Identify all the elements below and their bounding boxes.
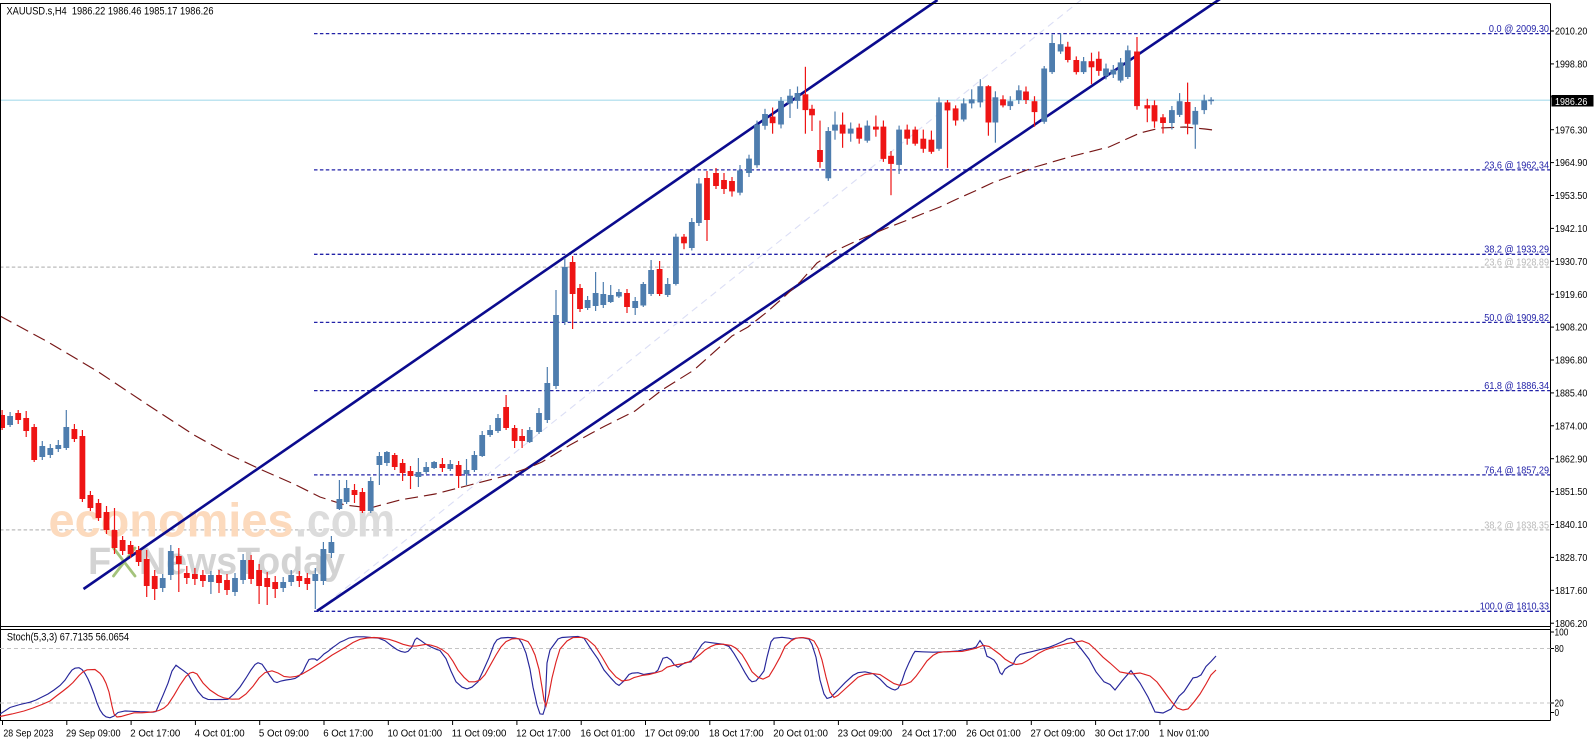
svg-text:11 Oct 09:00: 11 Oct 09:00 [452, 728, 507, 740]
svg-text:economies: economies [49, 494, 294, 547]
svg-text:24 Oct 17:00: 24 Oct 17:00 [902, 728, 957, 740]
svg-text:1896.80: 1896.80 [1555, 355, 1587, 367]
svg-text:0.0 @ 2009.30: 0.0 @ 2009.30 [1489, 23, 1549, 35]
svg-text:1806.20: 1806.20 [1555, 618, 1587, 630]
svg-text:38.2 @ 1838.35: 38.2 @ 1838.35 [1484, 519, 1549, 531]
svg-text:1862.90: 1862.90 [1555, 453, 1587, 465]
svg-text:1998.80: 1998.80 [1555, 59, 1587, 71]
svg-text:Stoch(5,3,3) 67.7135 56.0654: Stoch(5,3,3) 67.7135 56.0654 [7, 632, 129, 644]
svg-text:1885.40: 1885.40 [1555, 388, 1587, 400]
svg-text:26 Oct 01:00: 26 Oct 01:00 [966, 728, 1021, 740]
svg-text:2010.20: 2010.20 [1555, 26, 1587, 38]
svg-text:1840.10: 1840.10 [1555, 519, 1587, 531]
svg-text:100: 100 [1555, 627, 1569, 639]
svg-text:20 Oct 01:00: 20 Oct 01:00 [773, 728, 828, 740]
svg-text:23.6 @ 1928.89: 23.6 @ 1928.89 [1484, 257, 1549, 269]
svg-text:.com: .com [295, 494, 395, 547]
svg-text:38.2 @ 1933.29: 38.2 @ 1933.29 [1484, 244, 1549, 256]
svg-text:100.0 @ 1810.33: 100.0 @ 1810.33 [1480, 601, 1549, 613]
svg-text:1851.50: 1851.50 [1555, 486, 1587, 498]
svg-text:1828.70: 1828.70 [1555, 552, 1587, 564]
svg-text:30 Oct 17:00: 30 Oct 17:00 [1095, 728, 1150, 740]
svg-text:1964.90: 1964.90 [1555, 157, 1587, 169]
svg-text:18 Oct 17:00: 18 Oct 17:00 [709, 728, 764, 740]
svg-text:20: 20 [1555, 698, 1564, 710]
svg-text:4 Oct 01:00: 4 Oct 01:00 [195, 728, 245, 740]
svg-text:28 Sep 2023: 28 Sep 2023 [3, 728, 53, 740]
svg-text:1908.20: 1908.20 [1555, 322, 1587, 334]
svg-text:50.0 @ 1909.82: 50.0 @ 1909.82 [1484, 312, 1549, 324]
svg-text:1874.00: 1874.00 [1555, 420, 1587, 432]
svg-text:23 Oct 09:00: 23 Oct 09:00 [838, 728, 893, 740]
svg-text:29 Sep 09:00: 29 Sep 09:00 [66, 728, 121, 740]
svg-text:17 Oct 09:00: 17 Oct 09:00 [645, 728, 700, 740]
svg-text:2 Oct 17:00: 2 Oct 17:00 [130, 728, 180, 740]
svg-text:12 Oct 17:00: 12 Oct 17:00 [516, 728, 571, 740]
svg-text:1976.30: 1976.30 [1555, 124, 1587, 136]
svg-text:76.4 @ 1857.29: 76.4 @ 1857.29 [1484, 464, 1549, 476]
svg-text:1 Nov 01:00: 1 Nov 01:00 [1159, 728, 1209, 740]
svg-text:1986.26: 1986.26 [1555, 96, 1587, 108]
svg-text:0: 0 [1555, 707, 1560, 719]
svg-text:1953.50: 1953.50 [1555, 190, 1587, 202]
svg-text:5 Oct 09:00: 5 Oct 09:00 [259, 728, 309, 740]
svg-text:27 Oct 09:00: 27 Oct 09:00 [1031, 728, 1086, 740]
svg-text:23.6 @ 1962.34: 23.6 @ 1962.34 [1484, 159, 1549, 171]
svg-text:10 Oct 01:00: 10 Oct 01:00 [388, 728, 443, 740]
svg-text:1817.60: 1817.60 [1555, 585, 1587, 597]
svg-text:1930.70: 1930.70 [1555, 256, 1587, 268]
svg-text:XAUUSD.s,H4 1986.22 1986.46 1: XAUUSD.s,H4 1986.22 1986.46 1985.17 1986… [7, 6, 214, 18]
svg-text:16 Oct 01:00: 16 Oct 01:00 [580, 728, 635, 740]
svg-text:61.8 @ 1886.34: 61.8 @ 1886.34 [1484, 380, 1549, 392]
svg-text:1942.10: 1942.10 [1555, 223, 1587, 235]
svg-text:80: 80 [1555, 643, 1564, 655]
svg-text:6 Oct 17:00: 6 Oct 17:00 [323, 728, 373, 740]
svg-text:1919.60: 1919.60 [1555, 289, 1587, 301]
